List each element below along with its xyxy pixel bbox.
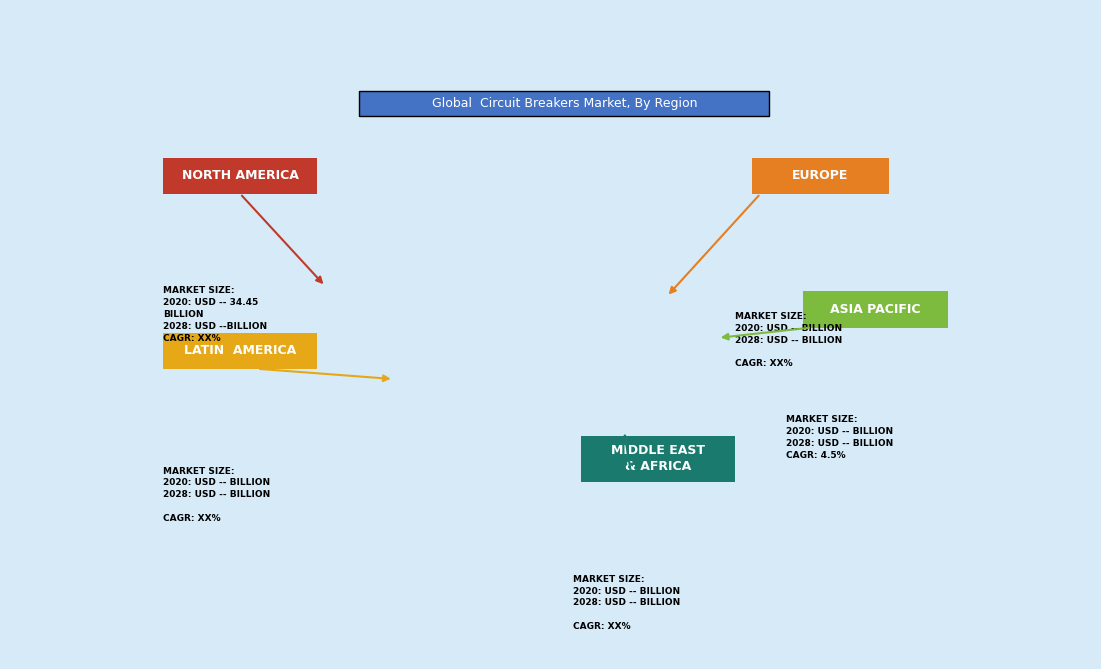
Text: ASIA PACIFIC: ASIA PACIFIC <box>830 303 920 316</box>
FancyBboxPatch shape <box>803 292 948 328</box>
FancyBboxPatch shape <box>163 157 317 193</box>
FancyBboxPatch shape <box>752 157 889 193</box>
Text: MARKET SIZE:
2020: USD -- BILLION
2028: USD -- BILLION

CAGR: XX%: MARKET SIZE: 2020: USD -- BILLION 2028: … <box>734 312 842 369</box>
Text: MARKET SIZE:
2020: USD -- BILLION
2028: USD -- BILLION
CAGR: 4.5%: MARKET SIZE: 2020: USD -- BILLION 2028: … <box>786 415 893 460</box>
Text: LATIN  AMERICA: LATIN AMERICA <box>184 345 296 357</box>
FancyBboxPatch shape <box>359 90 768 116</box>
Text: MARKET SIZE:
2020: USD -- BILLION
2028: USD -- BILLION

CAGR: XX%: MARKET SIZE: 2020: USD -- BILLION 2028: … <box>573 575 680 631</box>
Text: NORTH AMERICA: NORTH AMERICA <box>182 169 298 182</box>
Text: EUROPE: EUROPE <box>792 169 849 182</box>
Text: Global  Circuit Breakers Market, By Region: Global Circuit Breakers Market, By Regio… <box>432 97 697 110</box>
FancyBboxPatch shape <box>581 436 734 482</box>
Text: MIDDLE EAST
& AFRICA: MIDDLE EAST & AFRICA <box>611 444 705 474</box>
Text: MARKET SIZE:
2020: USD -- BILLION
2028: USD -- BILLION

CAGR: XX%: MARKET SIZE: 2020: USD -- BILLION 2028: … <box>163 467 271 523</box>
Text: MARKET SIZE:
2020: USD -- 34.45
BILLION
2028: USD --BILLION
CAGR: XX%: MARKET SIZE: 2020: USD -- 34.45 BILLION … <box>163 286 268 343</box>
FancyBboxPatch shape <box>163 332 317 369</box>
